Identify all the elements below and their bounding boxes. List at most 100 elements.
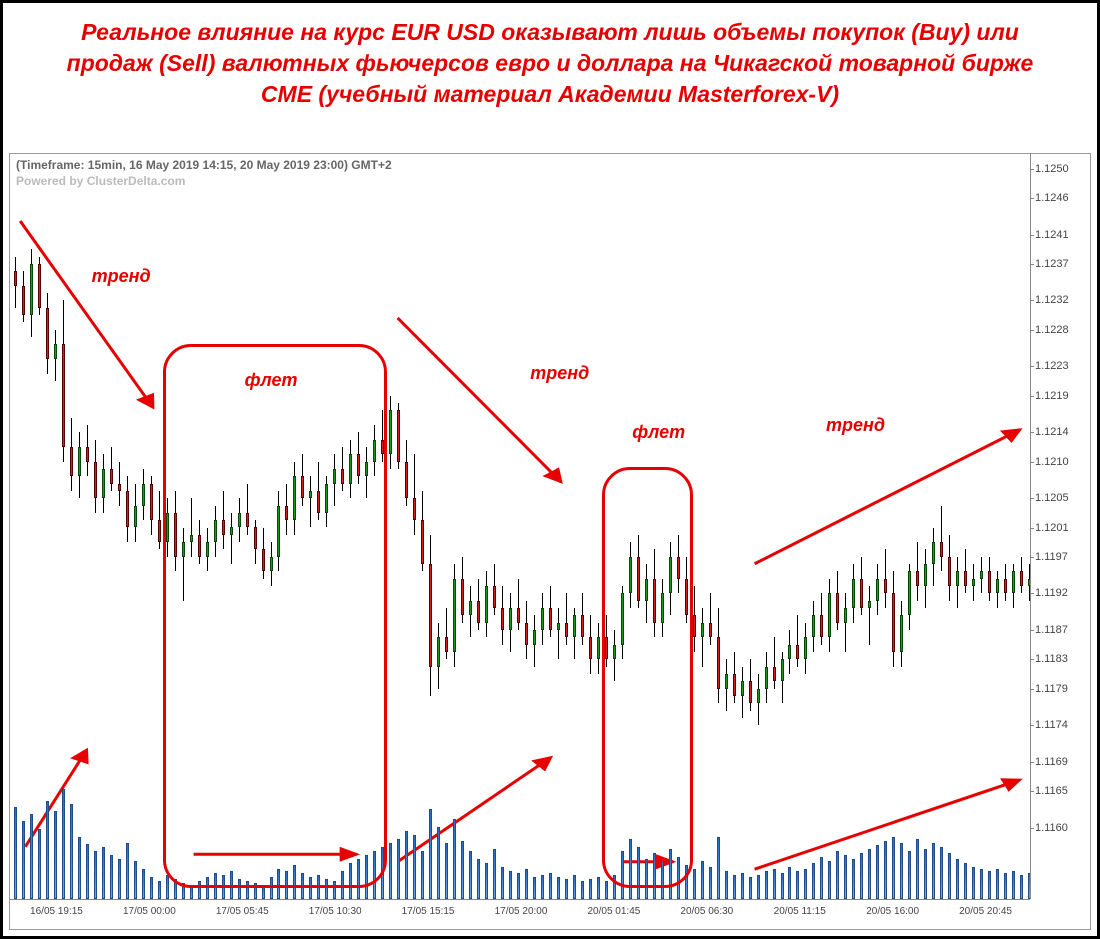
volume-bar: [908, 851, 911, 899]
candle: [916, 542, 919, 601]
volume-bar: [413, 835, 416, 899]
x-tick: 20/05 01:45: [587, 906, 640, 917]
volume-bar: [820, 857, 823, 899]
title-block: Реальное влияние на курс EUR USD оказыва…: [3, 3, 1097, 118]
volume-bar: [924, 849, 927, 899]
volume-bar: [916, 839, 919, 899]
volume-bar: [78, 837, 81, 899]
y-tick: 1.1174: [1035, 719, 1068, 731]
volume-bar: [517, 873, 520, 899]
candle: [509, 593, 512, 652]
volume-bar: [126, 843, 129, 899]
volume-bar: [828, 861, 831, 899]
candle: [565, 593, 568, 644]
candle: [884, 549, 887, 608]
candle: [765, 652, 768, 703]
volume-bar: [581, 881, 584, 899]
volume-bar: [884, 841, 887, 899]
candle: [38, 257, 41, 316]
candle: [461, 557, 464, 623]
y-tick: 1.1160: [1035, 822, 1068, 834]
volume-bar: [86, 844, 89, 899]
candle: [477, 579, 480, 630]
candle: [158, 491, 161, 550]
y-axis: 1.12501.12461.12411.12371.12321.12281.12…: [1030, 154, 1090, 899]
y-tick: 1.1214: [1035, 426, 1069, 438]
volume-bar: [788, 867, 791, 899]
volume-bar: [860, 853, 863, 899]
volume-bar: [589, 879, 592, 899]
volume-bar: [980, 869, 983, 899]
candle: [828, 579, 831, 652]
y-tick: 1.1169: [1035, 756, 1068, 768]
candle: [485, 571, 488, 637]
candle: [788, 630, 791, 674]
candle: [725, 659, 728, 710]
annotation-label: тренд: [530, 363, 589, 384]
volume-bar: [757, 875, 760, 899]
candle: [46, 293, 49, 374]
candle: [54, 330, 57, 381]
candle: [804, 623, 807, 674]
candle: [860, 557, 863, 616]
candle: [940, 506, 943, 572]
volume-bar: [900, 843, 903, 899]
annotation-box: [602, 467, 694, 888]
annotation-box: [163, 344, 387, 888]
arrow: [398, 757, 551, 861]
volume-bar: [389, 843, 392, 899]
volume-bar: [773, 869, 776, 899]
volume-bar: [804, 869, 807, 899]
volume-bar: [150, 877, 153, 899]
x-tick: 20/05 11:15: [774, 906, 826, 917]
volume-bar: [725, 871, 728, 899]
arrow: [755, 430, 1020, 564]
volume-bar: [46, 801, 49, 899]
volume-bar: [485, 863, 488, 899]
candle: [413, 454, 416, 535]
volume-bar: [437, 827, 440, 899]
candle: [126, 476, 129, 542]
y-tick: 1.1201: [1035, 522, 1069, 534]
volume-bar: [429, 809, 432, 899]
y-tick: 1.1187: [1035, 624, 1068, 636]
candle: [597, 623, 600, 674]
candle: [781, 652, 784, 703]
x-tick: 17/05 10:30: [309, 906, 362, 917]
volume-bar: [733, 875, 736, 899]
candle: [868, 586, 871, 645]
candle: [14, 257, 17, 308]
volume-bar: [421, 851, 424, 899]
candle: [1012, 564, 1015, 608]
volume-bar: [956, 859, 959, 899]
candle: [573, 608, 576, 659]
candle: [102, 454, 105, 513]
candle: [142, 469, 145, 520]
volume-bar: [1012, 871, 1015, 899]
volume-bar: [812, 863, 815, 899]
candle: [62, 300, 65, 461]
volume-bar: [166, 875, 169, 899]
volume-bar: [749, 877, 752, 899]
volume-bar: [597, 877, 600, 899]
volume-bar: [988, 871, 991, 899]
candle: [533, 615, 536, 666]
volume-bar: [22, 821, 25, 899]
volume-bar: [565, 879, 568, 899]
candle: [581, 593, 584, 644]
candle: [549, 586, 552, 637]
x-tick: 20/05 06:30: [680, 906, 733, 917]
volume-bar: [405, 831, 408, 899]
y-tick: 1.1192: [1035, 587, 1068, 599]
volume-bar: [605, 881, 608, 899]
volume-bar: [693, 869, 696, 899]
y-tick: 1.1237: [1035, 258, 1069, 270]
volume-bar: [549, 873, 552, 899]
y-tick: 1.1179: [1035, 683, 1068, 695]
candle: [110, 447, 113, 491]
title-text: Реальное влияние на курс EUR USD оказыва…: [43, 17, 1057, 110]
candle: [437, 623, 440, 689]
volume-bar: [30, 814, 33, 899]
candle: [78, 432, 81, 498]
volume-bar: [461, 841, 464, 899]
